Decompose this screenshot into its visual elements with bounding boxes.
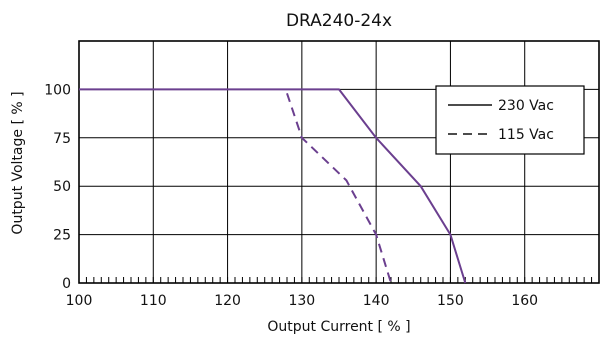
- legend-label-115-vac: 115 Vac: [498, 127, 554, 143]
- y-tick-labels: 0 25 50 75 100: [44, 82, 71, 292]
- y-tick-label: 100: [44, 82, 71, 98]
- chart-title: DRA240-24x: [286, 11, 392, 31]
- legend-label-230-vac: 230 Vac: [498, 98, 554, 114]
- x-tick-label: 150: [437, 293, 464, 309]
- legend-box: [435, 85, 585, 155]
- x-tick-label: 100: [66, 293, 93, 309]
- plot-frame: [78, 40, 600, 284]
- series-line-1: [286, 92, 392, 284]
- y-axis-label: Output Voltage [ % ]: [10, 91, 26, 234]
- x-tick-label: 160: [511, 293, 538, 309]
- x-tick-labels: 100 110 120 130 140 150 160: [66, 293, 538, 309]
- x-minor-ticks: [85, 277, 593, 283]
- x-tick-label: 110: [140, 293, 167, 309]
- x-tick-label: 130: [288, 293, 315, 309]
- y-tick-label: 50: [53, 179, 71, 195]
- y-tick-label: 25: [53, 228, 71, 244]
- x-axis-label: Output Current [ % ]: [267, 319, 410, 335]
- x-tick-label: 120: [214, 293, 241, 309]
- series-layer: [79, 88, 467, 284]
- series-line-0: [79, 88, 467, 284]
- y-tick-label: 0: [62, 276, 71, 292]
- y-tick-label: 75: [53, 131, 71, 147]
- legend: 230 Vac 115 Vac: [435, 85, 585, 155]
- x-tick-label: 140: [363, 293, 390, 309]
- grid: [79, 41, 599, 283]
